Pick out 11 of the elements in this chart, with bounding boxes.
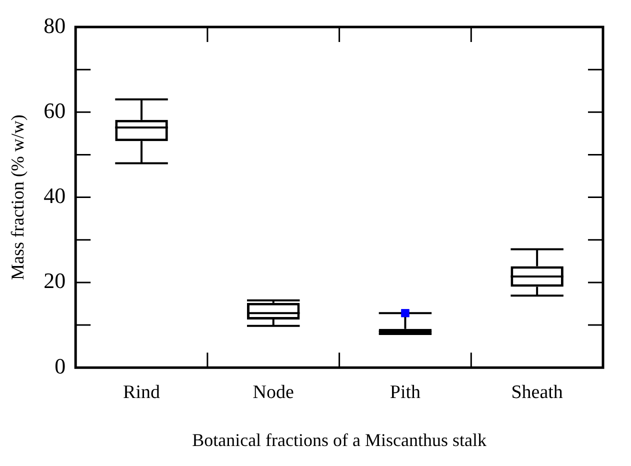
x-axis-title: Botanical fractions of a Miscanthus stalk [192, 430, 487, 450]
y-axis-title: Mass fraction (% w/w) [8, 114, 28, 280]
y-tick-label: 40 [44, 183, 66, 208]
y-tick-label: 80 [44, 12, 66, 38]
y-tick-label: 0 [54, 353, 66, 378]
x-tick-label: Node [252, 382, 294, 403]
y-tick-label: 60 [44, 98, 66, 123]
x-tick-label: Rind [123, 382, 160, 403]
x-tick-label: Pith [390, 382, 422, 403]
x-tick-label: Sheath [511, 382, 564, 403]
y-tick-label: 20 [44, 268, 66, 294]
